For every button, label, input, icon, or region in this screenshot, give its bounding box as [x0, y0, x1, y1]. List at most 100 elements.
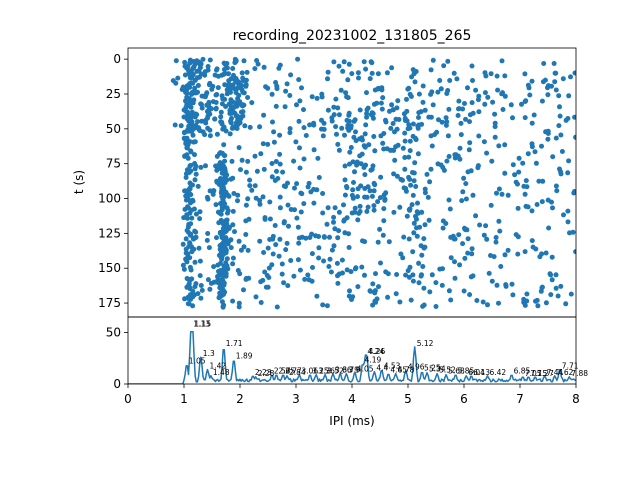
raster-point: [311, 200, 317, 206]
raster-point: [348, 269, 354, 275]
raster-point: [340, 270, 345, 276]
histogram-peak-label: 3.79: [342, 366, 359, 375]
histogram-peak-label: 5.68: [448, 367, 465, 376]
histogram-x-tick-label: 4: [348, 392, 356, 406]
raster-y-tick-label: 75: [106, 157, 121, 171]
raster-point: [508, 102, 514, 108]
raster-point: [462, 101, 467, 106]
histogram-peak-label: 7.88: [571, 369, 588, 378]
raster-point: [284, 240, 290, 246]
raster-point: [446, 106, 452, 112]
raster-point: [295, 257, 301, 263]
raster-point: [342, 192, 348, 198]
raster-point: [221, 282, 227, 288]
raster-point: [473, 213, 479, 219]
raster-point: [419, 209, 425, 215]
raster-point: [280, 169, 286, 175]
raster-point: [192, 139, 198, 145]
raster-point: [221, 124, 227, 130]
raster-point: [446, 288, 452, 294]
raster-point: [358, 183, 364, 189]
raster-point: [296, 235, 302, 241]
histogram-peak-label: 3.9: [348, 366, 360, 375]
raster-point: [341, 202, 346, 208]
histogram-y-tick-label: 50: [106, 325, 121, 339]
histogram-x-ticks: 0 1 2 3 4 5 6 7 8: [124, 384, 580, 406]
raster-point: [376, 284, 381, 290]
raster-point: [415, 200, 420, 206]
raster-point: [305, 272, 311, 278]
raster-point: [228, 97, 234, 103]
raster-point: [211, 264, 217, 270]
raster-point: [235, 122, 241, 127]
raster-point: [331, 243, 337, 249]
raster-y-tick-label: 50: [106, 122, 121, 136]
raster-point: [346, 245, 352, 250]
raster-point: [512, 172, 518, 178]
raster-point: [439, 282, 445, 288]
raster-point: [349, 192, 355, 198]
raster-point: [181, 266, 187, 272]
raster-point: [170, 78, 176, 84]
raster-point: [364, 111, 370, 117]
raster-point: [430, 102, 436, 108]
raster-point: [379, 85, 385, 91]
raster-point: [465, 236, 471, 242]
raster-point: [301, 156, 307, 162]
histogram-x-tick-label: 0: [124, 392, 132, 406]
raster-point: [245, 95, 251, 100]
raster-point: [206, 110, 212, 116]
raster-point: [214, 178, 220, 184]
raster-point: [566, 93, 572, 99]
raster-point: [197, 273, 203, 279]
raster-point: [499, 191, 505, 197]
raster-point: [347, 288, 352, 294]
raster-point: [515, 251, 521, 257]
raster-point: [207, 57, 213, 63]
raster-point: [195, 183, 201, 189]
raster-point: [335, 280, 341, 286]
raster-point: [485, 94, 491, 100]
raster-point: [405, 268, 411, 274]
raster-point: [246, 216, 252, 222]
raster-point: [362, 131, 368, 137]
raster-point: [252, 153, 258, 159]
raster-point: [443, 221, 449, 226]
raster-point: [266, 265, 272, 271]
raster-point: [205, 125, 211, 131]
raster-point: [336, 228, 342, 234]
raster-point: [572, 114, 576, 120]
histogram-peak-label: 4.05: [357, 365, 374, 374]
raster-point: [277, 205, 283, 211]
raster-point: [215, 85, 221, 91]
raster-point: [435, 89, 441, 95]
raster-point: [285, 283, 291, 289]
raster-point: [219, 235, 225, 240]
raster-point: [386, 239, 392, 245]
raster-point: [238, 247, 244, 253]
raster-point: [548, 292, 554, 298]
histogram-peak-label: 4.24: [367, 347, 384, 356]
raster-point: [473, 87, 479, 93]
raster-point: [193, 111, 199, 117]
raster-point: [193, 171, 199, 177]
raster-point: [391, 171, 397, 177]
raster-point: [447, 78, 453, 83]
raster-point: [467, 119, 472, 125]
raster-point: [185, 301, 191, 307]
raster-point: [435, 161, 441, 167]
raster-point: [297, 267, 303, 273]
raster-point: [388, 125, 394, 131]
raster-point: [205, 196, 211, 202]
raster-point: [525, 151, 531, 157]
raster-point: [319, 117, 324, 123]
raster-point: [556, 123, 562, 129]
raster-point: [455, 113, 461, 118]
raster-point: [420, 264, 426, 269]
histogram-peak-label: 7.05: [525, 369, 542, 378]
raster-point: [243, 232, 249, 237]
raster-point: [267, 237, 273, 242]
raster-point: [299, 191, 305, 197]
